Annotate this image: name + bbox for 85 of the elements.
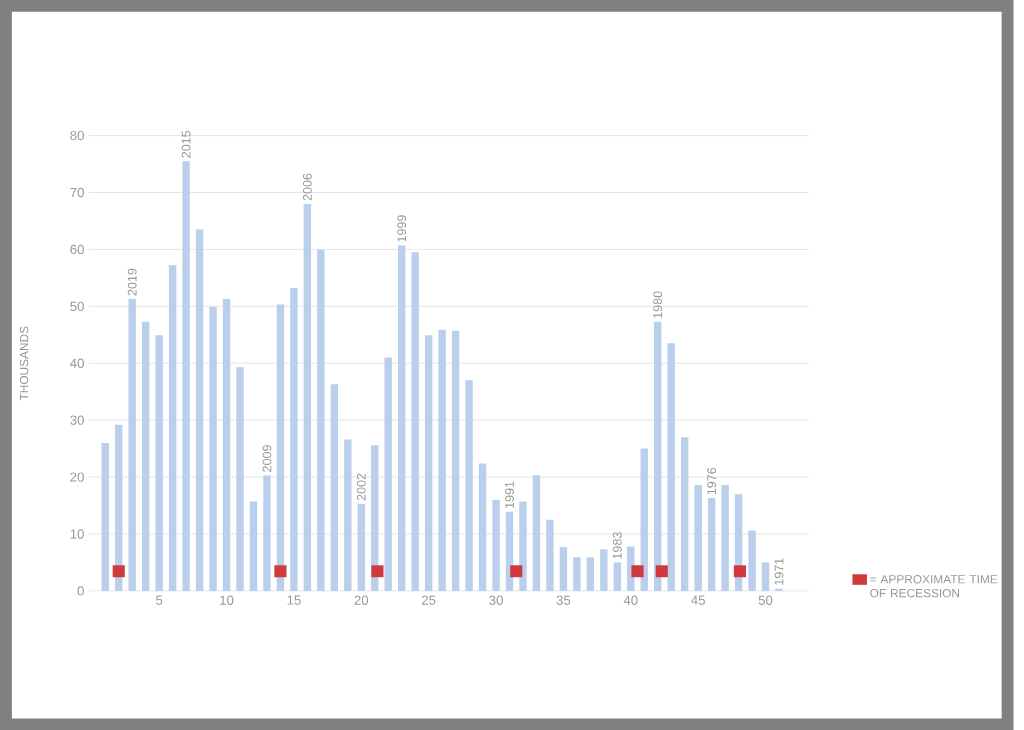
- y-tick-label: 40: [70, 358, 84, 368]
- annotation: 2006: [302, 173, 312, 201]
- bar: [761, 562, 770, 591]
- bar: [451, 330, 460, 591]
- bar: [519, 501, 527, 591]
- bar: [546, 519, 554, 591]
- bar: [640, 448, 648, 591]
- annotation: 1991: [505, 481, 514, 508]
- bar: [586, 557, 595, 591]
- bar: [101, 442, 109, 591]
- annotation: 2009: [262, 444, 272, 472]
- bar: [209, 306, 217, 591]
- y-tick-label: 20: [70, 472, 84, 482]
- bar: [707, 497, 716, 591]
- bar: [317, 249, 325, 591]
- bar: [249, 501, 258, 591]
- y-tick-label: 0: [77, 585, 84, 596]
- bar: [222, 298, 231, 591]
- bar: [398, 245, 406, 591]
- bar: [274, 565, 287, 577]
- bar: [655, 565, 668, 577]
- bar: [667, 343, 675, 591]
- bar: [733, 565, 746, 577]
- bar: [559, 546, 568, 591]
- x-tick-label: 50: [758, 595, 773, 605]
- bar: [424, 335, 433, 591]
- bar: [748, 530, 756, 591]
- bar: [680, 437, 689, 591]
- annotation: 1971: [774, 558, 784, 585]
- y-axis-title: THOUSANDS: [19, 326, 29, 401]
- bar: [303, 203, 312, 591]
- x-tick-label: 10: [220, 595, 234, 605]
- bar: [613, 562, 622, 591]
- bar: [236, 367, 244, 591]
- bar: [478, 463, 487, 591]
- bar: [411, 252, 419, 591]
- annotation: 1976: [707, 467, 717, 495]
- annotation: 2002: [356, 473, 366, 501]
- bar: [775, 588, 783, 591]
- annotation: 2019: [127, 268, 137, 296]
- x-tick-label: 40: [623, 595, 638, 605]
- annotation: 1980: [653, 291, 663, 318]
- annotation: 1983: [612, 531, 622, 559]
- x-tick-label: 5: [156, 595, 163, 605]
- bar: [510, 565, 523, 577]
- y-tick-label: 50: [70, 301, 84, 311]
- bar: [128, 298, 136, 591]
- bar: [654, 321, 662, 591]
- bar: [276, 304, 285, 591]
- y-tick-label: 70: [70, 187, 84, 197]
- x-tick-label: 45: [691, 595, 705, 605]
- bar: [492, 499, 500, 591]
- x-tick-label: 35: [556, 595, 571, 605]
- bar: [384, 357, 392, 591]
- x-tick-label: 20: [354, 595, 369, 605]
- bar: [155, 335, 163, 591]
- annotation: 1999: [397, 215, 407, 242]
- bar: [344, 439, 352, 591]
- legend-label: = APPROXIMATE TIME OF RECESSION: [870, 574, 998, 598]
- annotation: 2015: [181, 130, 191, 158]
- bar: [263, 475, 271, 591]
- bar: [112, 565, 125, 577]
- y-tick-label: 30: [70, 415, 84, 425]
- bar: [600, 549, 608, 591]
- bar: [330, 384, 339, 591]
- x-tick-label: 15: [287, 595, 301, 605]
- x-tick-label: 30: [489, 595, 503, 605]
- bar: [141, 321, 150, 591]
- bar: [438, 329, 446, 591]
- y-tick-label: 10: [70, 529, 84, 539]
- bar: [532, 475, 541, 591]
- bar: [573, 557, 581, 591]
- bar: [721, 484, 729, 591]
- bar: [182, 160, 190, 591]
- bar: [694, 484, 702, 591]
- bar: [631, 565, 644, 577]
- bar: [371, 565, 384, 577]
- bar: [168, 265, 177, 591]
- bar: [290, 287, 298, 591]
- y-tick-label: 60: [70, 244, 84, 254]
- bar: [465, 380, 473, 591]
- bar: [357, 503, 365, 591]
- x-tick-label: 25: [421, 595, 436, 605]
- bar: [195, 229, 204, 591]
- y-tick-label: 80: [70, 130, 84, 141]
